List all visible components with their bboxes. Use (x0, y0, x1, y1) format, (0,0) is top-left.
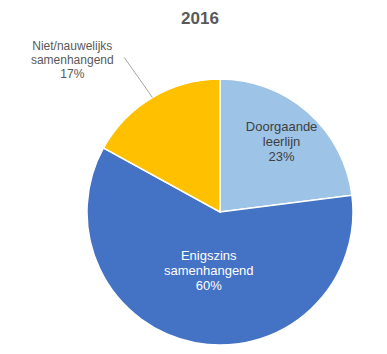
svg-text:Doorgaandeleerlijn23%: Doorgaandeleerlijn23% (246, 119, 318, 164)
svg-text:Enigszinssamenhangend60%: Enigszinssamenhangend60% (164, 248, 254, 293)
html-text:2016: 2016 (181, 9, 219, 28)
svg-text:Niet/nauwelijkssamenhangend17%: Niet/nauwelijkssamenhangend17% (31, 39, 114, 81)
